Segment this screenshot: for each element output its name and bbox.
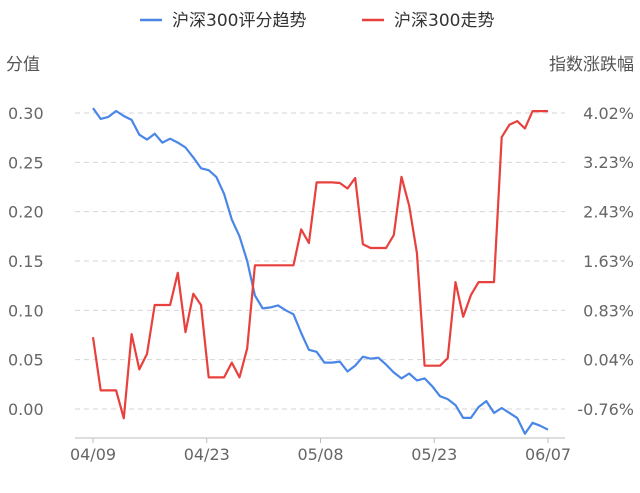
series-line-index [91, 109, 548, 420]
x-tick-label: 04/09 [70, 445, 116, 464]
legend-label-score: 沪深300评分趋势 [172, 11, 306, 31]
left-axis-title: 分值 [6, 55, 40, 75]
x-tick-label: 05/23 [411, 445, 457, 464]
right-axis-title: 指数涨跌幅 [549, 55, 634, 75]
series-lines [91, 107, 549, 435]
grid-lines [75, 112, 565, 410]
right-tick-label: 1.63% [583, 252, 634, 271]
left-tick-label: 0.10 [8, 301, 44, 320]
right-tick-label: 3.23% [583, 153, 634, 172]
x-tick-label: 04/23 [184, 445, 230, 464]
right-tick-label: -0.76% [577, 400, 634, 419]
series-line-score [92, 107, 549, 435]
right-tick-label: 2.43% [583, 202, 634, 221]
left-tick-label: 0.25 [8, 153, 44, 172]
left-tick-label: 0.00 [8, 400, 44, 419]
legend-label-index: 沪深300走势 [394, 11, 494, 31]
legend: 沪深300评分趋势 沪深300走势 [140, 11, 494, 31]
x-tick-label: 06/07 [525, 445, 571, 464]
x-axis: 04/09 04/23 05/08 05/23 06/07 [70, 437, 571, 464]
right-tick-label: 0.04% [583, 350, 634, 369]
left-tick-label: 0.30 [8, 104, 44, 123]
x-tick-label: 05/08 [297, 445, 343, 464]
left-tick-label: 0.15 [8, 252, 44, 271]
left-tick-label: 0.20 [8, 203, 44, 222]
right-y-axis: 4.02% 3.23% 2.43% 1.63% 0.83% 0.04% -0.76% [577, 104, 634, 419]
left-y-axis: 0.30 0.25 0.20 0.15 0.10 0.05 0.00 [8, 104, 44, 419]
right-tick-label: 4.02% [583, 104, 634, 123]
right-tick-label: 0.83% [583, 302, 634, 321]
left-tick-label: 0.05 [8, 351, 44, 370]
